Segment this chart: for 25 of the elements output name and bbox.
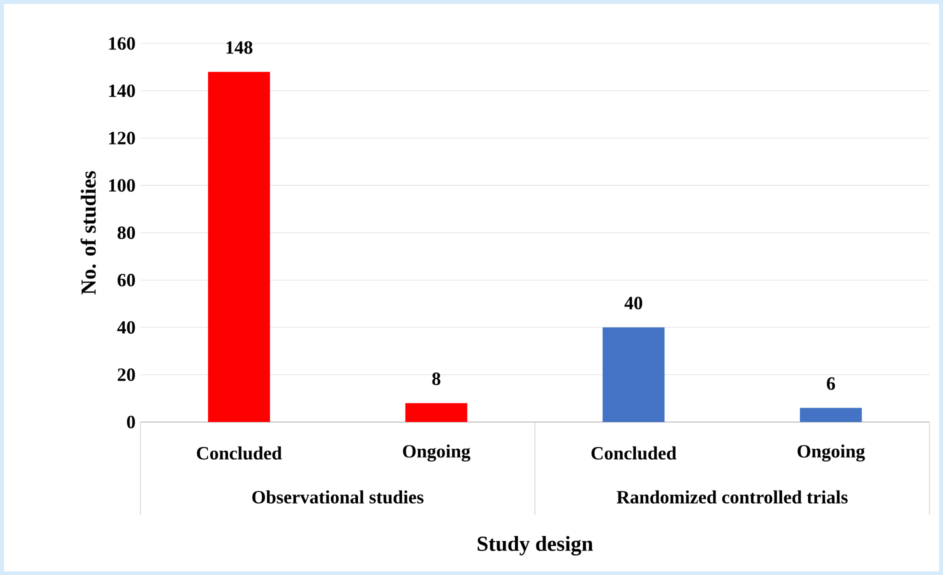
bar	[405, 402, 468, 422]
bar	[208, 72, 270, 422]
data-label: 6	[826, 377, 835, 390]
x-tick-label: Concluded	[196, 446, 282, 460]
bar	[602, 327, 665, 422]
x-axis-title: Study design	[478, 536, 593, 556]
y-tick-label: 20	[118, 368, 135, 381]
data-label: 8	[432, 372, 440, 385]
y-tick-label: 120	[109, 132, 135, 144]
x-tick-label: Ongoing	[798, 444, 865, 462]
text: Observational studies	[252, 490, 424, 504]
y-tick-label: 100	[109, 178, 135, 192]
data-label: 40	[624, 296, 642, 310]
y-tick-label: 160	[109, 36, 135, 50]
bar	[800, 408, 862, 422]
x-tick-label: Concluded	[592, 446, 676, 460]
y-axis-title: No. of studies	[80, 170, 96, 294]
y-tick-label: 80	[118, 226, 135, 239]
y-tick-label: 60	[118, 274, 135, 286]
y-tick-label: 0	[127, 416, 135, 428]
x-tick-label: Ongoing	[403, 444, 470, 462]
data-label: 148	[226, 41, 252, 54]
y-tick-label: 40	[117, 320, 135, 334]
text: Randomized controlled trials	[616, 490, 848, 504]
y-tick-label: 140	[109, 84, 135, 97]
